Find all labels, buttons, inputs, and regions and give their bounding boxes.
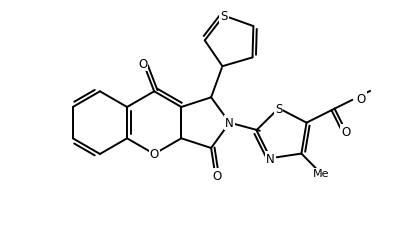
- Text: S: S: [274, 102, 282, 115]
- Text: O: O: [355, 93, 365, 106]
- Text: O: O: [341, 125, 350, 138]
- Text: O: O: [212, 170, 221, 182]
- Text: N: N: [265, 152, 274, 165]
- Text: S: S: [220, 10, 227, 23]
- Text: O: O: [149, 148, 158, 161]
- Text: Me: Me: [312, 169, 328, 179]
- Text: O: O: [138, 58, 147, 71]
- Text: N: N: [225, 117, 234, 130]
